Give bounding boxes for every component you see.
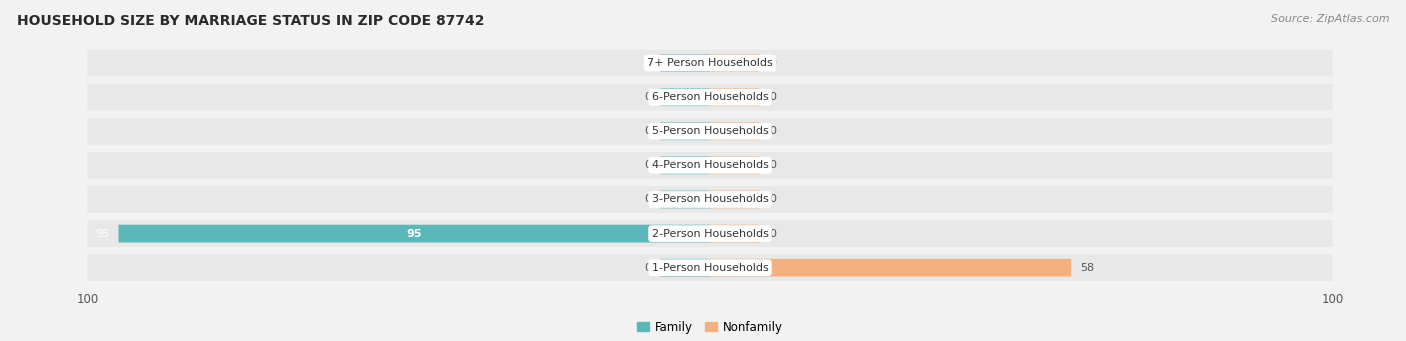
Text: 0: 0 [644,126,651,136]
Text: 3-Person Households: 3-Person Households [651,194,769,205]
Text: 0: 0 [644,160,651,170]
FancyBboxPatch shape [710,88,759,106]
FancyBboxPatch shape [87,152,1333,179]
Text: 0: 0 [769,228,776,239]
Text: 2-Person Households: 2-Person Households [651,228,769,239]
Legend: Family, Nonfamily: Family, Nonfamily [633,316,787,339]
FancyBboxPatch shape [87,50,1333,76]
Text: 95: 95 [96,228,110,239]
Text: 95: 95 [406,228,422,239]
Text: 0: 0 [644,58,651,68]
FancyBboxPatch shape [661,122,710,140]
FancyBboxPatch shape [661,54,710,72]
Text: 4-Person Households: 4-Person Households [651,160,769,170]
FancyBboxPatch shape [710,191,759,208]
Text: Source: ZipAtlas.com: Source: ZipAtlas.com [1271,14,1389,24]
FancyBboxPatch shape [661,157,710,174]
Text: 0: 0 [769,126,776,136]
FancyBboxPatch shape [710,225,759,242]
Text: 0: 0 [644,92,651,102]
FancyBboxPatch shape [87,254,1333,281]
FancyBboxPatch shape [661,88,710,106]
Text: 0: 0 [644,263,651,273]
Text: 0: 0 [769,194,776,205]
Text: HOUSEHOLD SIZE BY MARRIAGE STATUS IN ZIP CODE 87742: HOUSEHOLD SIZE BY MARRIAGE STATUS IN ZIP… [17,14,485,28]
Text: 6-Person Households: 6-Person Households [651,92,769,102]
Text: 0: 0 [769,160,776,170]
FancyBboxPatch shape [710,122,759,140]
FancyBboxPatch shape [87,84,1333,110]
FancyBboxPatch shape [710,157,759,174]
FancyBboxPatch shape [710,54,759,72]
Text: 0: 0 [769,58,776,68]
Text: 1-Person Households: 1-Person Households [651,263,769,273]
Text: 7+ Person Households: 7+ Person Households [647,58,773,68]
FancyBboxPatch shape [87,186,1333,213]
FancyBboxPatch shape [87,118,1333,145]
FancyBboxPatch shape [710,259,1071,277]
FancyBboxPatch shape [87,220,1333,247]
FancyBboxPatch shape [118,225,710,242]
Text: 0: 0 [644,194,651,205]
Text: 0: 0 [769,92,776,102]
Text: 58: 58 [1080,263,1095,273]
FancyBboxPatch shape [661,259,710,277]
FancyBboxPatch shape [661,191,710,208]
Text: 5-Person Households: 5-Person Households [651,126,769,136]
